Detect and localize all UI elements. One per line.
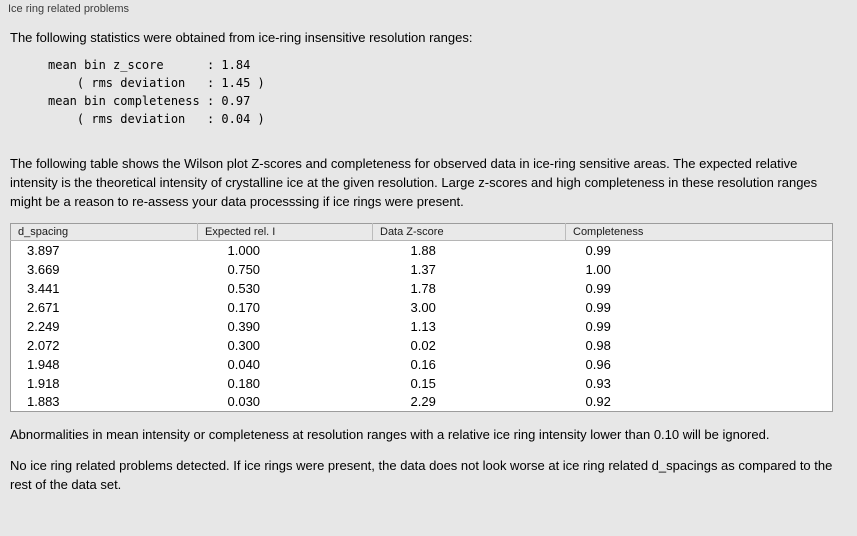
cell-d_spacing: 1.883 bbox=[27, 394, 60, 410]
abnormalities-note: Abnormalities in mean intensity or compl… bbox=[10, 427, 770, 442]
cell-data_z_score: 1.13 bbox=[410, 318, 436, 334]
cell-d_spacing: 2.072 bbox=[27, 337, 60, 353]
table-row[interactable]: 2.671 0.170 3.00 0.99 bbox=[11, 298, 833, 317]
cell-expected_rel_i: 0.390 bbox=[227, 318, 261, 334]
conclusion-note: No ice ring related problems detected. I… bbox=[10, 458, 833, 492]
cell-expected_rel_i: 1.000 bbox=[227, 242, 261, 258]
cell-completeness: 0.93 bbox=[585, 375, 611, 391]
table-header-row: d_spacing Expected rel. I Data Z-score Comp… bbox=[10, 223, 833, 241]
cell-data_z_score: 1.37 bbox=[410, 261, 436, 277]
cell-data_z_score: 2.29 bbox=[410, 394, 436, 410]
column-header-expected_rel_i[interactable]: Expected rel. I bbox=[197, 223, 373, 241]
cell-completeness: 0.98 bbox=[585, 337, 611, 353]
cell-data_z_score: 0.15 bbox=[410, 375, 436, 391]
table-row[interactable]: 3.441 0.530 1.78 0.99 bbox=[11, 279, 833, 298]
table-row[interactable]: 2.249 0.390 1.13 0.99 bbox=[11, 317, 833, 336]
cell-completeness: 0.99 bbox=[585, 280, 611, 296]
column-header-data_z_score[interactable]: Data Z-score bbox=[372, 223, 566, 241]
cell-data_z_score: 0.02 bbox=[410, 337, 436, 353]
table-row[interactable]: 2.072 0.300 0.02 0.98 bbox=[11, 336, 833, 355]
table-row[interactable]: 1.948 0.040 0.16 0.96 bbox=[11, 355, 833, 374]
cell-data_z_score: 0.16 bbox=[410, 356, 436, 372]
cell-completeness: 0.99 bbox=[585, 242, 611, 258]
cell-data_z_score: 1.88 bbox=[410, 242, 436, 258]
column-header-completeness[interactable]: Completeness bbox=[565, 223, 833, 241]
table-row[interactable]: 3.669 0.750 1.37 1.00 bbox=[11, 260, 833, 279]
description-text: The following table shows the Wilson plo… bbox=[10, 156, 818, 209]
panel-title: Ice ring related problems bbox=[8, 3, 130, 15]
stats-block: mean bin z_score : 1.84 ( rms deviation … bbox=[48, 58, 265, 126]
cell-completeness: 1.00 bbox=[585, 261, 611, 277]
cell-completeness: 0.96 bbox=[585, 356, 611, 372]
cell-d_spacing: 1.918 bbox=[27, 375, 60, 391]
cell-expected_rel_i: 0.530 bbox=[227, 280, 261, 296]
cell-completeness: 0.99 bbox=[585, 299, 611, 315]
cell-d_spacing: 3.669 bbox=[27, 261, 60, 277]
table-row[interactable]: 1.883 0.030 2.29 0.92 bbox=[11, 393, 833, 412]
column-header-d_spacing[interactable]: d_spacing bbox=[10, 223, 198, 241]
cell-d_spacing: 2.671 bbox=[27, 299, 60, 315]
cell-d_spacing: 2.249 bbox=[27, 318, 60, 334]
cell-d_spacing: 1.948 bbox=[27, 356, 60, 372]
ice-table-body: 3.897 1.000 1.88 0.99 3.669 0.750 1.37 1.00 3.44… bbox=[11, 241, 833, 412]
cell-expected_rel_i: 0.180 bbox=[227, 375, 261, 391]
cell-d_spacing: 3.441 bbox=[27, 280, 60, 296]
ice-ring-panel: Ice ring related problems The following … bbox=[8, 3, 833, 492]
cell-expected_rel_i: 0.170 bbox=[227, 299, 261, 315]
table-row[interactable]: 1.918 0.180 0.15 0.93 bbox=[11, 374, 833, 393]
table-row[interactable]: 3.897 1.000 1.88 0.99 bbox=[11, 241, 833, 260]
cell-expected_rel_i: 0.030 bbox=[227, 394, 261, 410]
cell-expected_rel_i: 0.040 bbox=[227, 356, 261, 372]
cell-expected_rel_i: 0.300 bbox=[227, 337, 261, 353]
cell-completeness: 0.99 bbox=[585, 318, 611, 334]
cell-data_z_score: 3.00 bbox=[410, 299, 436, 315]
cell-completeness: 0.92 bbox=[585, 394, 611, 410]
cell-d_spacing: 3.897 bbox=[27, 242, 60, 258]
ice-ring-table: d_spacing Expected rel. I Data Z-score Comp… bbox=[10, 223, 833, 412]
cell-expected_rel_i: 0.750 bbox=[227, 261, 261, 277]
table-header: d_spacing Expected rel. I Data Z-score Comp… bbox=[10, 223, 833, 241]
cell-data_z_score: 1.78 bbox=[410, 280, 436, 296]
intro-text: The following statistics were obtained f… bbox=[10, 30, 473, 45]
